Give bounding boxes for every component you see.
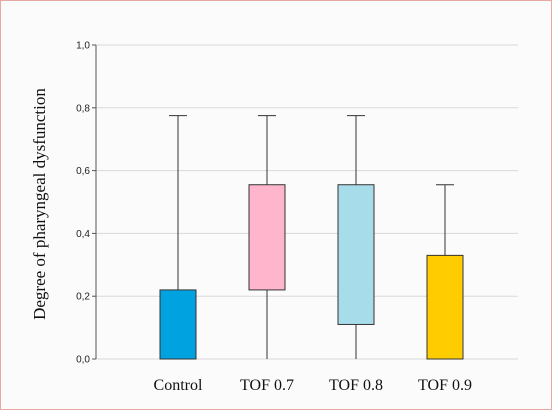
y-tick-label: 1,0 bbox=[76, 41, 90, 52]
box-tof-0-7 bbox=[248, 115, 286, 359]
boxes bbox=[159, 115, 464, 360]
y-tick-label: 0,0 bbox=[76, 355, 90, 366]
y-tick-label: 0,8 bbox=[76, 103, 90, 114]
box-rect bbox=[337, 184, 375, 325]
x-category-label: Control bbox=[154, 377, 203, 394]
y-tick-label: 0,6 bbox=[76, 166, 90, 177]
y-tick-label: 0,4 bbox=[76, 229, 90, 240]
y-axis bbox=[92, 44, 97, 360]
x-category-label: TOF 0.8 bbox=[329, 377, 383, 394]
box-tof-0-9 bbox=[426, 184, 464, 360]
box-tof-0-8 bbox=[337, 115, 375, 359]
x-category-labels: Control TOF 0.7 TOF 0.8 TOF 0.9 bbox=[154, 377, 472, 394]
box-control bbox=[159, 115, 197, 360]
x-category-label: TOF 0.7 bbox=[240, 377, 294, 394]
y-tick-labels: 0,0 0,2 0,4 0,6 0,8 1,0 bbox=[76, 41, 90, 366]
box-rect bbox=[248, 184, 286, 291]
box-rect bbox=[426, 254, 464, 360]
box-rect bbox=[159, 289, 197, 360]
y-tick-label: 0,2 bbox=[76, 292, 90, 303]
y-axis-title: Degree of pharyngeal dysfunction bbox=[30, 88, 49, 320]
x-category-label: TOF 0.9 bbox=[418, 377, 472, 394]
